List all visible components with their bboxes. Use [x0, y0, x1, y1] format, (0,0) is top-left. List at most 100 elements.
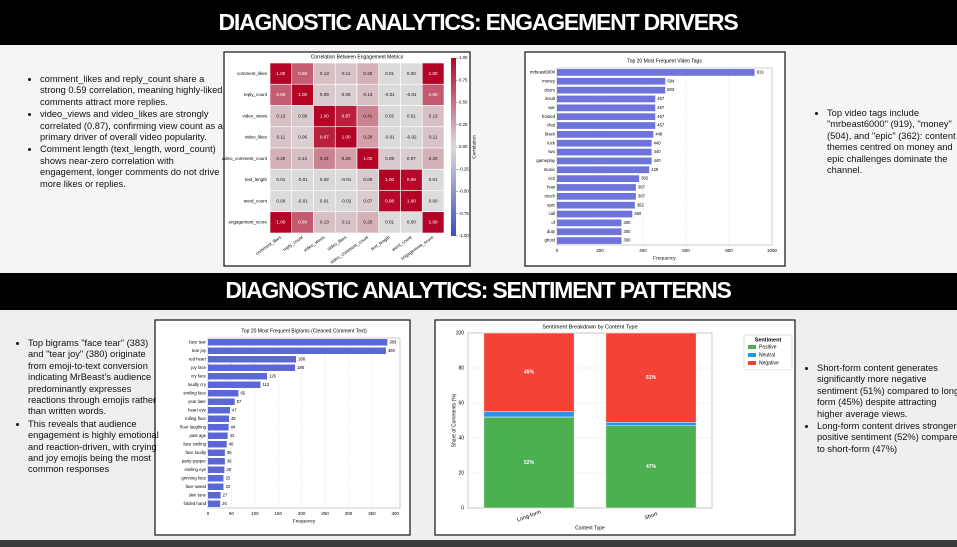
- colorbar-tick-label: 0.25: [459, 122, 468, 127]
- value-label: 300: [624, 229, 632, 234]
- x-tick-label: 0: [556, 248, 559, 253]
- cell-label: 0.41: [320, 156, 329, 161]
- value-label: 367: [638, 193, 646, 198]
- value-label: 440: [654, 158, 662, 163]
- cell-label: 0.00: [276, 198, 285, 203]
- value-label: 457: [657, 96, 665, 101]
- bar-segment: [483, 416, 575, 509]
- cell-label: 1.00: [407, 198, 416, 203]
- x-tick-label: 200: [298, 511, 306, 516]
- cell-label: 0.41: [363, 113, 372, 118]
- cell-label: 0.01: [276, 177, 285, 182]
- y-tick-label: red heart: [189, 356, 207, 361]
- bar: [208, 356, 297, 363]
- cell-label: -0.02: [341, 198, 352, 203]
- axis-label: Content Type: [575, 525, 605, 531]
- axis-label: Frequency: [293, 518, 316, 524]
- colorbar-tick-label: -0.25: [459, 166, 469, 171]
- value-label: 382: [641, 176, 649, 181]
- y-tick-label: party popper: [182, 458, 207, 463]
- x-tick-label: 100: [251, 511, 259, 516]
- cell-label: -0.01: [384, 92, 395, 97]
- cell-label: 0.11: [342, 71, 351, 76]
- bar-segment: [605, 422, 697, 426]
- y-tick-label: doom: [544, 87, 555, 92]
- legend-label: Positive: [759, 344, 777, 350]
- cell-label: 0.60: [429, 92, 438, 97]
- y-tick-label: how: [547, 185, 556, 190]
- legend-swatch: [748, 353, 756, 357]
- legend-swatch: [748, 345, 756, 349]
- cell-label: 0.09: [320, 92, 329, 97]
- title-bar: [0, 273, 957, 310]
- bar: [557, 139, 652, 147]
- cell-label: -0.01: [341, 177, 352, 182]
- cell-label: 0.13: [276, 113, 285, 118]
- bullet: comment_likes and reply_count share a st…: [40, 74, 226, 108]
- bar: [557, 192, 636, 200]
- bar: [208, 466, 225, 473]
- value-label: 40: [229, 441, 234, 446]
- bar: [208, 424, 229, 431]
- chart-title: Top 20 Most Frequent Bigrams (Cleaned Co…: [241, 328, 367, 334]
- cell-label: 0.13: [298, 156, 307, 161]
- bar: [557, 219, 622, 227]
- y-tick-label: insult: [545, 96, 556, 101]
- cell-label: 0.11: [277, 135, 286, 140]
- cell-label: 0.00: [429, 198, 438, 203]
- cell-label: -0.01: [406, 92, 417, 97]
- cell-label: 0.00: [407, 220, 416, 225]
- value-label: 33: [225, 484, 230, 489]
- bar: [208, 347, 386, 354]
- heatmap-cell: [421, 211, 445, 234]
- value-label: 186: [297, 365, 305, 370]
- value-label: 42: [230, 433, 235, 438]
- bar: [557, 86, 666, 94]
- y-tick-label: mrbeast6000: [530, 70, 556, 75]
- value-label: 919: [757, 70, 765, 75]
- cell-label: 0.09: [298, 113, 307, 118]
- value-label: 440: [654, 149, 662, 154]
- bar: [208, 458, 225, 465]
- value-label: 429: [651, 167, 659, 172]
- value-label: 33: [225, 475, 230, 480]
- y-tick-label: 100: [456, 330, 465, 336]
- cell-label: 0.01: [429, 177, 438, 182]
- cell-label: 0.28: [363, 135, 372, 140]
- value-label: 362: [637, 202, 645, 207]
- cell-label: 0.01: [407, 113, 416, 118]
- colorbar-tick-label: -1.00: [459, 233, 469, 238]
- value-label: 65: [240, 390, 245, 395]
- value-label: 126: [269, 373, 277, 378]
- cell-label: 0.07: [407, 156, 416, 161]
- cell-label: 0.59: [276, 92, 285, 97]
- bar: [208, 441, 227, 448]
- value-label: 45: [231, 416, 236, 421]
- cell-label: 1.00: [276, 71, 285, 76]
- value-label: 44: [231, 424, 236, 429]
- legend-title: Sentiment: [755, 337, 782, 343]
- y-tick-label: skin tone: [189, 492, 207, 497]
- cell-label: 0.20: [363, 71, 372, 76]
- bar: [208, 339, 388, 346]
- colorbar: [451, 58, 456, 236]
- bar-segment: [483, 411, 575, 418]
- colorbar-tick-label: -0.75: [459, 211, 469, 216]
- bullet: This reveals that audience engagement is…: [28, 419, 164, 476]
- bar: [208, 449, 225, 456]
- chart-title: Correlation Between Engagement Metrics: [311, 54, 404, 60]
- cell-label: 0.28: [342, 156, 351, 161]
- y-tick-label: smiling face: [183, 390, 206, 395]
- y-tick-label: war: [548, 105, 555, 110]
- value-label: 367: [638, 185, 646, 190]
- cell-label: 0.09: [385, 156, 394, 161]
- y-tick-label: floor laughing: [180, 424, 206, 429]
- y-tick-label: face tear: [189, 339, 206, 344]
- value-label: 47%: [646, 464, 657, 470]
- y-tick-label: epic: [547, 202, 556, 207]
- cell-label: 0.13: [429, 113, 438, 118]
- cell-label: 1.00: [320, 113, 329, 118]
- x-tick-label: 1000: [767, 248, 778, 253]
- y-tick-label: 60: [458, 400, 464, 406]
